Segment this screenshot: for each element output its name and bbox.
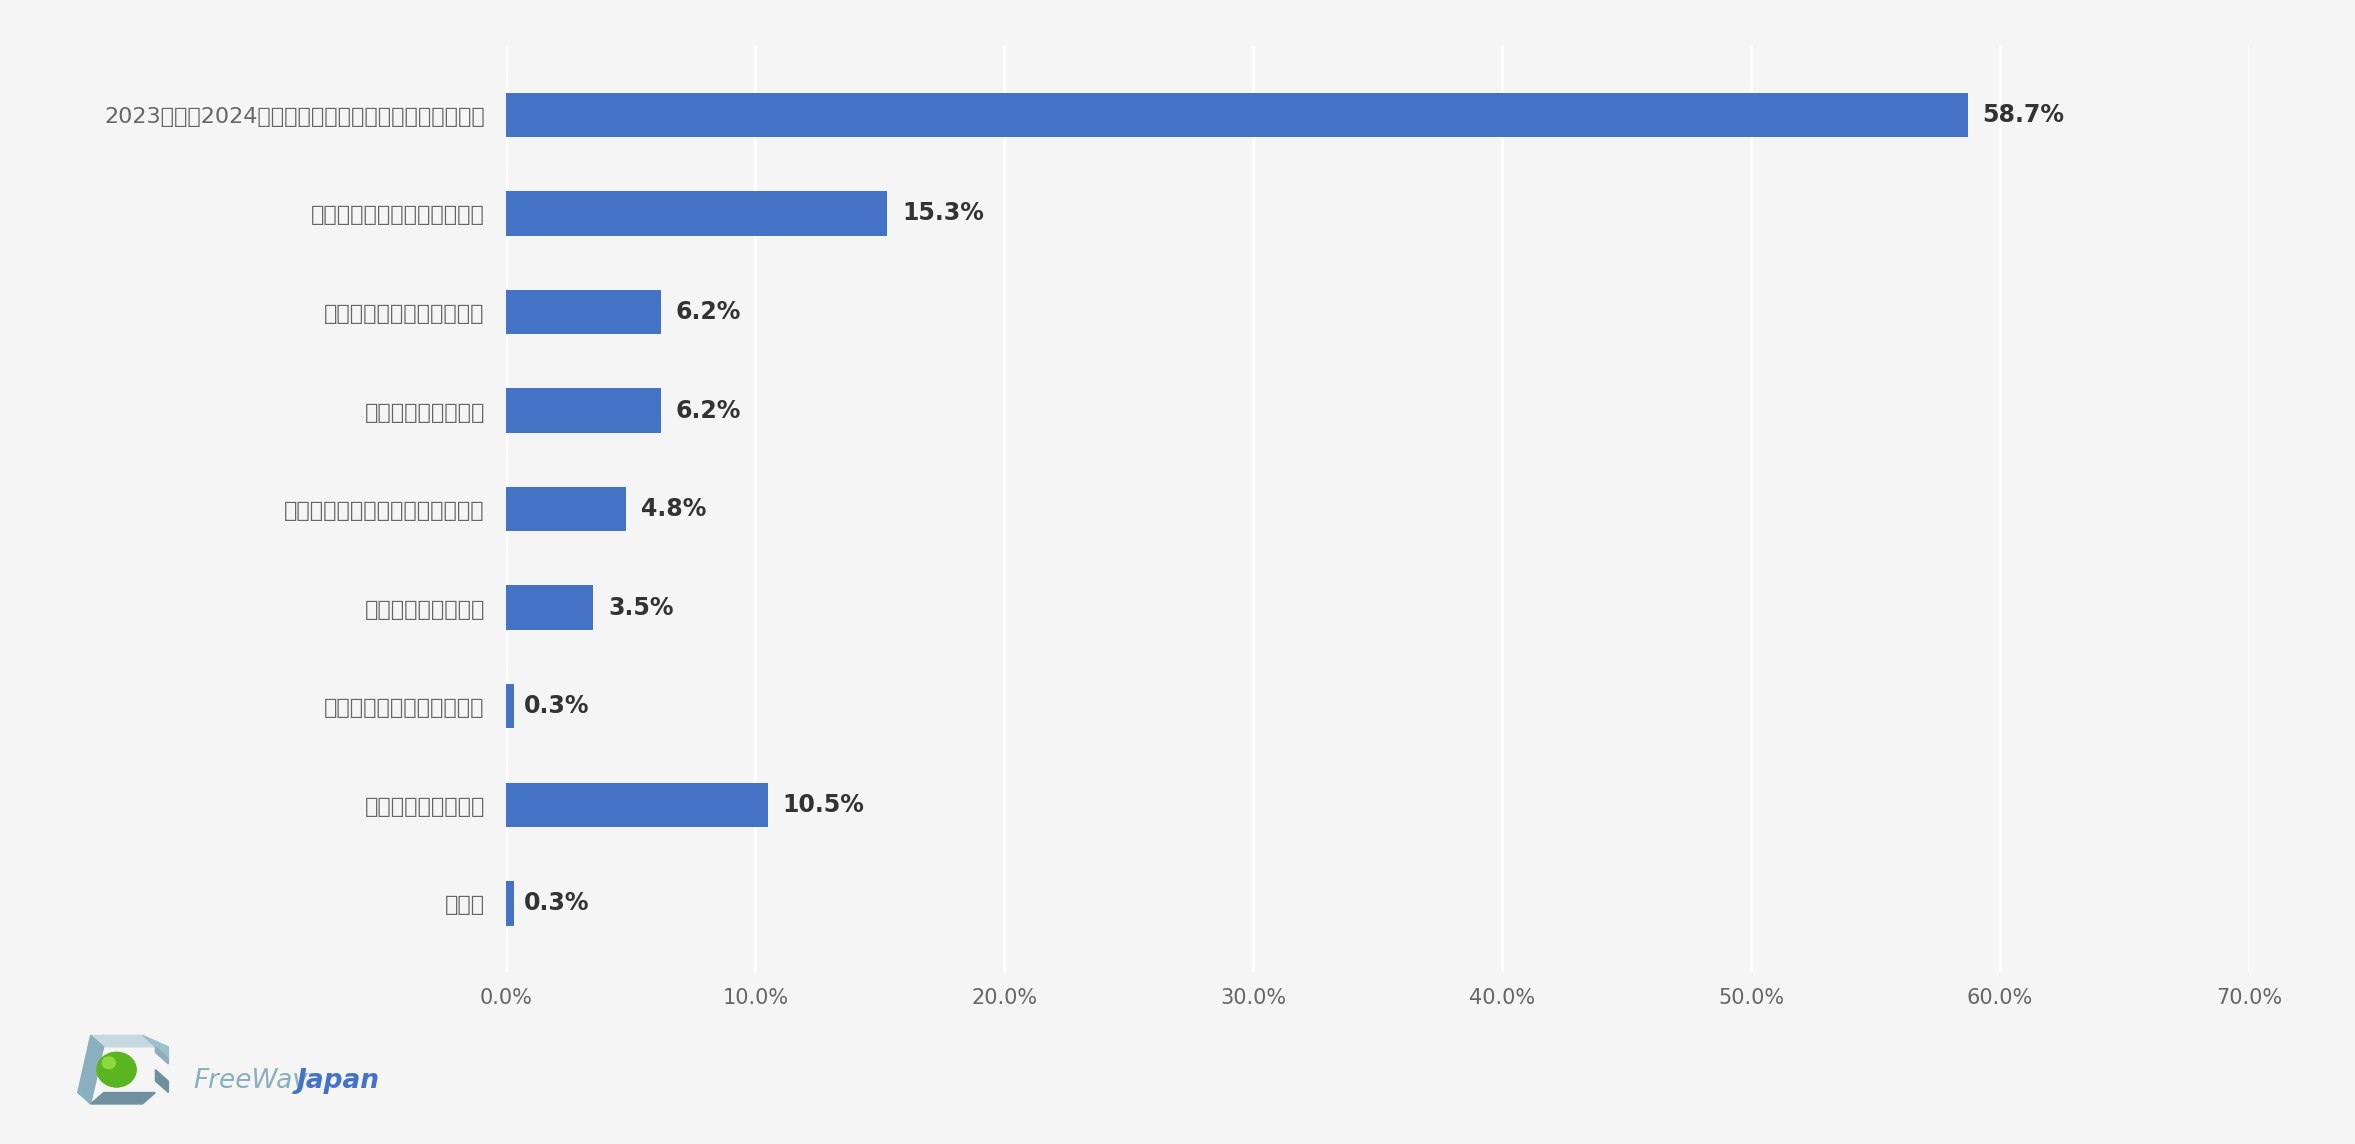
Text: 6.2%: 6.2% [676,300,742,324]
Polygon shape [111,1052,148,1087]
Polygon shape [141,1035,170,1058]
Bar [506,289,662,334]
Bar [506,782,768,827]
Text: 58.7%: 58.7% [1983,103,2065,127]
Bar [506,487,626,531]
Polygon shape [155,1070,170,1093]
Text: 6.2%: 6.2% [676,398,742,422]
Polygon shape [78,1035,104,1104]
Text: 0.3%: 0.3% [523,891,589,915]
Text: Japan: Japan [297,1068,379,1094]
Circle shape [101,1057,115,1068]
Bar [506,881,513,925]
Bar [506,684,513,729]
Bar [506,93,1969,137]
Bar [506,586,593,630]
Polygon shape [89,1093,155,1104]
Text: FreeWay: FreeWay [193,1068,309,1094]
Polygon shape [89,1035,155,1047]
Circle shape [97,1052,137,1087]
Text: 4.8%: 4.8% [641,498,706,521]
Text: 0.3%: 0.3% [523,694,589,718]
Text: 15.3%: 15.3% [902,201,984,225]
Circle shape [97,1052,137,1087]
Circle shape [101,1057,115,1068]
Bar [506,388,662,432]
Text: 3.5%: 3.5% [608,596,674,620]
Polygon shape [155,1047,170,1064]
Bar [506,191,888,236]
Text: 10.5%: 10.5% [782,793,864,817]
